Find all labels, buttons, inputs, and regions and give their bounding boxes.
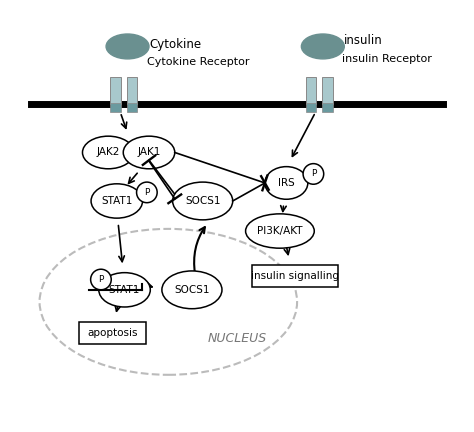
Ellipse shape	[301, 34, 344, 59]
Bar	[110, 103, 121, 112]
Text: insulin: insulin	[344, 35, 383, 48]
Bar	[110, 76, 121, 105]
Ellipse shape	[82, 136, 134, 169]
Bar	[127, 76, 137, 105]
Text: JAK2: JAK2	[97, 147, 120, 158]
Text: PI3K/AKT: PI3K/AKT	[257, 226, 303, 236]
Bar	[322, 103, 333, 112]
Ellipse shape	[91, 184, 143, 218]
Ellipse shape	[39, 229, 297, 375]
Text: JAK1: JAK1	[137, 147, 161, 158]
Text: P: P	[144, 188, 150, 197]
Text: P: P	[311, 169, 316, 178]
Text: P: P	[98, 275, 104, 284]
Bar	[306, 103, 317, 112]
Ellipse shape	[265, 167, 308, 199]
Ellipse shape	[173, 182, 233, 220]
Text: Cytokine: Cytokine	[149, 38, 201, 51]
Text: insulin Receptor: insulin Receptor	[342, 54, 432, 64]
Text: SOCS1: SOCS1	[174, 285, 210, 295]
Bar	[79, 321, 146, 344]
Bar	[306, 76, 317, 105]
Text: IRS: IRS	[278, 178, 295, 188]
Text: STAT1: STAT1	[101, 196, 133, 206]
Text: Cytokine Receptor: Cytokine Receptor	[147, 57, 249, 67]
Text: SOCS1: SOCS1	[185, 196, 220, 206]
Bar	[252, 265, 338, 287]
Ellipse shape	[123, 136, 175, 169]
Text: apoptosis: apoptosis	[87, 328, 138, 338]
Ellipse shape	[99, 273, 150, 307]
Bar	[127, 103, 137, 112]
Text: NUCLEUS: NUCLEUS	[208, 332, 266, 345]
Ellipse shape	[162, 271, 222, 309]
Bar	[322, 76, 333, 105]
Ellipse shape	[246, 214, 314, 248]
Text: insulin signalling: insulin signalling	[251, 271, 339, 281]
Ellipse shape	[137, 182, 157, 203]
Ellipse shape	[91, 269, 111, 290]
Ellipse shape	[303, 164, 324, 184]
Text: STAT1: STAT1	[109, 285, 140, 295]
Ellipse shape	[106, 34, 149, 59]
